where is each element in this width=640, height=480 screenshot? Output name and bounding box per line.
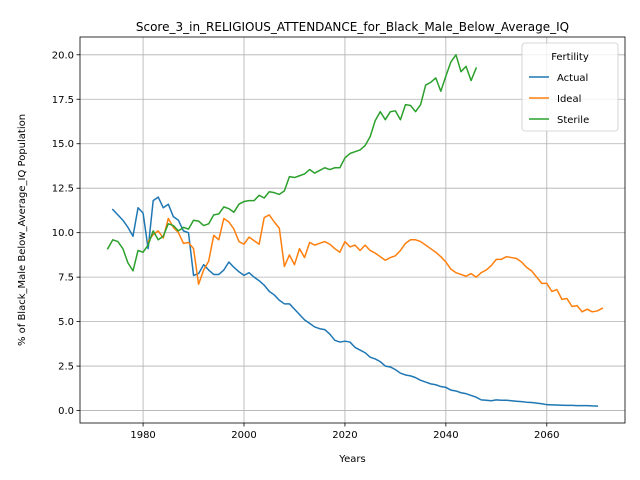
- x-tick-label: 2040: [433, 430, 458, 441]
- series-line-actual: [111, 196, 599, 407]
- legend: Fertility Actual Ideal Sterile: [521, 42, 619, 132]
- legend-box: [521, 42, 619, 132]
- chart-title: Score_3_in_RELIGIOUS_ATTENDANCE_for_Blac…: [136, 20, 569, 34]
- axis-ticks: 1980 2000 2020 2040 2060 0.0 2.5 5.0 7.5 10.0 12.5…: [52, 50, 560, 441]
- y-tick-label: 20.0: [52, 50, 74, 61]
- y-tick-label: 2.5: [58, 362, 74, 373]
- series-line-ideal: [147, 214, 604, 313]
- series-lines: [106, 54, 604, 407]
- y-tick-label: 10.0: [52, 228, 74, 239]
- x-tick-label: 1980: [130, 430, 155, 441]
- legend-label-ideal: Ideal: [557, 94, 581, 105]
- series-line-sterile: [106, 54, 478, 272]
- y-axis-label: % of Black_Male Below_Average_IQ Populat…: [17, 114, 28, 346]
- legend-label-actual: Actual: [557, 73, 588, 84]
- y-tick-label: 7.5: [58, 273, 74, 284]
- y-tick-label: 12.5: [52, 184, 74, 195]
- y-tick-label: 17.5: [52, 95, 74, 106]
- legend-label-sterile: Sterile: [557, 115, 589, 126]
- y-tick-label: 5.0: [58, 317, 74, 328]
- y-tick-label: 0.0: [58, 406, 74, 417]
- legend-title: Fertility: [551, 52, 589, 63]
- y-tick-label: 15.0: [52, 139, 74, 150]
- x-tick-label: 2060: [534, 430, 559, 441]
- x-tick-label: 2020: [332, 430, 357, 441]
- x-axis-label: Years: [338, 454, 365, 465]
- plot-frame: [79, 36, 626, 424]
- x-tick-label: 2000: [231, 430, 256, 441]
- grid: [80, 37, 625, 423]
